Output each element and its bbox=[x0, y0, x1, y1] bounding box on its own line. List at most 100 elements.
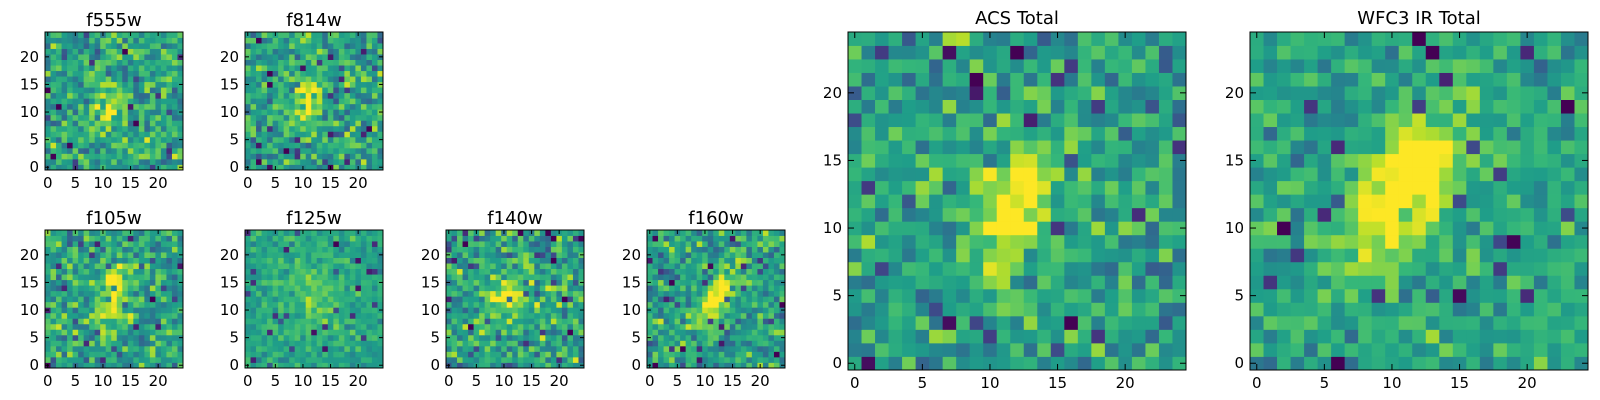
heatmap-cell bbox=[366, 351, 373, 358]
heatmap-cell bbox=[50, 312, 57, 319]
heatmap-cell bbox=[680, 285, 687, 292]
heatmap-cell bbox=[490, 246, 497, 253]
heatmap-cell bbox=[1452, 356, 1467, 371]
heatmap-cell bbox=[956, 275, 971, 290]
heatmap-cell bbox=[861, 167, 876, 182]
heatmap-cell bbox=[111, 241, 118, 247]
heatmap-cell bbox=[669, 296, 675, 303]
heatmap-cell bbox=[138, 334, 145, 341]
heatmap-cell bbox=[1560, 288, 1575, 303]
heatmap-cell bbox=[256, 92, 262, 99]
heatmap-cell bbox=[89, 351, 96, 358]
heatmap-cell bbox=[256, 323, 262, 330]
heatmap-cells-f105w bbox=[45, 230, 184, 369]
heatmap-cell bbox=[333, 158, 340, 165]
heatmap-cell bbox=[122, 81, 129, 88]
heatmap-cell bbox=[245, 142, 251, 149]
heatmap-cell bbox=[1104, 72, 1119, 87]
heatmap-cell bbox=[360, 329, 367, 336]
heatmap-cell bbox=[1131, 126, 1146, 141]
heatmap-cell bbox=[177, 230, 184, 236]
heatmap-cell bbox=[517, 345, 524, 352]
heatmap-cell bbox=[1145, 167, 1160, 182]
heatmap-cell bbox=[305, 92, 312, 99]
heatmap-cell bbox=[144, 109, 151, 116]
heatmap-cell bbox=[902, 167, 916, 182]
heatmap-cell bbox=[78, 351, 85, 358]
heatmap-cell bbox=[691, 307, 698, 314]
heatmap-cell bbox=[473, 301, 480, 308]
heatmap-cell bbox=[50, 70, 57, 77]
heatmap-cell bbox=[56, 48, 62, 55]
heatmap-cell bbox=[89, 120, 96, 127]
heatmap-cell bbox=[902, 221, 916, 236]
heatmap-cell bbox=[256, 274, 262, 281]
heatmap-cell bbox=[300, 65, 307, 72]
heatmap-cell bbox=[105, 114, 112, 121]
heatmap-cell bbox=[371, 246, 378, 253]
heatmap-cell bbox=[1263, 248, 1278, 263]
x-tick-label: 15 bbox=[723, 372, 742, 390]
heatmap-cell bbox=[473, 263, 480, 270]
heatmap-cell bbox=[1091, 59, 1106, 73]
heatmap-cell bbox=[495, 351, 502, 358]
heatmap-cell bbox=[473, 334, 480, 341]
heatmap-cell bbox=[166, 246, 173, 253]
heatmap-cell bbox=[267, 54, 273, 60]
heatmap-cell bbox=[45, 268, 51, 275]
heatmap-cell bbox=[724, 345, 731, 352]
heatmap-cell bbox=[1398, 315, 1413, 330]
heatmap-cell bbox=[349, 241, 356, 247]
heatmap-cell bbox=[267, 92, 273, 99]
heatmap-cell bbox=[245, 340, 251, 347]
heatmap-cell bbox=[67, 103, 73, 110]
heatmap-cell bbox=[283, 268, 290, 275]
heatmap-cell bbox=[567, 323, 574, 330]
heatmap-cell bbox=[1010, 221, 1025, 236]
heatmap-cell bbox=[1425, 234, 1440, 249]
heatmap-cell bbox=[111, 114, 118, 121]
heatmap-cell bbox=[1010, 302, 1025, 317]
heatmap-cell bbox=[567, 345, 574, 352]
heatmap-cell bbox=[773, 340, 780, 347]
heatmap-cell bbox=[888, 261, 903, 276]
heatmap-cell bbox=[311, 164, 318, 171]
heatmap-cell bbox=[512, 334, 519, 341]
heatmap-cell bbox=[111, 263, 118, 270]
heatmap-cell bbox=[713, 290, 720, 297]
heatmap-cell bbox=[83, 241, 90, 247]
heatmap-cell bbox=[371, 48, 378, 55]
heatmap-cell bbox=[105, 81, 112, 88]
heatmap-cell bbox=[915, 356, 930, 371]
heatmap-cell bbox=[762, 362, 769, 369]
heatmap-cell bbox=[89, 290, 96, 297]
heatmap-cell bbox=[122, 274, 129, 281]
heatmap-cell bbox=[177, 131, 184, 138]
heatmap-cell bbox=[94, 142, 101, 149]
heatmap-cell bbox=[349, 76, 356, 83]
heatmap-cell bbox=[155, 131, 162, 138]
heatmap-cell bbox=[67, 252, 73, 258]
heatmap-cell bbox=[1037, 72, 1052, 87]
heatmap-cell bbox=[942, 99, 957, 114]
heatmap-cell bbox=[116, 87, 123, 94]
heatmap-cell bbox=[111, 120, 118, 127]
heatmap-cell bbox=[333, 329, 340, 336]
heatmap-cell bbox=[696, 329, 703, 336]
heatmap-cell bbox=[1250, 329, 1264, 344]
heatmap-cell bbox=[333, 65, 340, 72]
heatmap-cell bbox=[479, 334, 486, 341]
heatmap-cell bbox=[67, 334, 73, 341]
heatmap-cell bbox=[245, 318, 251, 325]
heatmap-cell bbox=[338, 235, 345, 242]
heatmap-cell bbox=[1533, 315, 1548, 330]
heatmap-cell bbox=[89, 323, 96, 330]
heatmap-cell bbox=[550, 356, 557, 363]
y-tick-label: 0 bbox=[430, 356, 440, 374]
heatmap-cell bbox=[473, 241, 480, 247]
heatmap-cell bbox=[561, 356, 568, 363]
heatmap-cell bbox=[501, 263, 508, 270]
heatmap-cell bbox=[366, 131, 373, 138]
heatmap-cell bbox=[545, 362, 552, 369]
heatmap-cell bbox=[1452, 207, 1467, 222]
